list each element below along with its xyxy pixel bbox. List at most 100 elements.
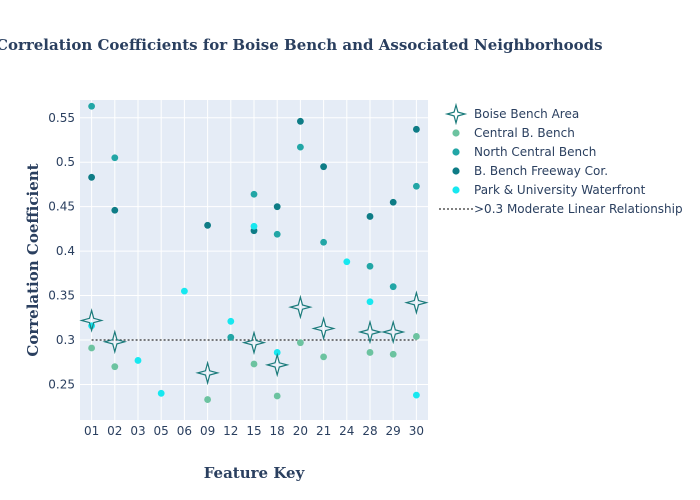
data-point	[273, 203, 281, 211]
x-tick-label: 02	[107, 424, 122, 438]
data-point	[343, 258, 351, 266]
data-point	[134, 357, 142, 364]
x-tick-label: 05	[154, 424, 169, 438]
legend-item[interactable]: B. Bench Freeway Cor.	[452, 164, 608, 178]
star-point	[79, 308, 104, 333]
legend-item[interactable]: Central B. Bench	[452, 126, 575, 140]
data-point	[320, 163, 327, 171]
legend-item[interactable]: Boise Bench Area	[444, 102, 579, 126]
data-point	[297, 117, 304, 125]
legend-label: Park & University Waterfront	[474, 183, 646, 197]
data-point	[366, 349, 374, 356]
x-tick-label: 01	[84, 424, 99, 438]
x-tick-label: 24	[339, 424, 354, 438]
data-point	[297, 143, 304, 151]
data-point	[389, 350, 397, 358]
legend-label: Boise Bench Area	[474, 107, 579, 121]
x-axis-ticks: 01 02 03 05 06 09 12 15 18 20 21 24 28 29 30	[84, 424, 424, 438]
series-1	[88, 333, 420, 403]
data-point	[250, 222, 258, 230]
data-point	[181, 287, 188, 295]
legend-label: B. Bench Freeway Cor.	[474, 164, 608, 178]
y-tick-label: 0.3	[56, 333, 75, 347]
star-point	[102, 329, 128, 355]
data-point	[111, 363, 119, 371]
legend-dot-symbol	[452, 129, 460, 137]
x-tick-label: 09	[200, 424, 215, 438]
legend-dot-symbol	[452, 167, 460, 175]
data-point	[297, 339, 304, 347]
data-point	[273, 392, 281, 400]
y-tick-label: 0.25	[48, 377, 75, 391]
data-point	[250, 360, 258, 368]
legend-label: Central B. Bench	[474, 126, 575, 140]
legend-star-symbol	[444, 102, 468, 126]
series-4	[88, 222, 420, 399]
data-point	[157, 389, 165, 397]
star-point	[195, 360, 220, 386]
legend-item[interactable]: North Central Bench	[452, 145, 596, 159]
data-point	[204, 396, 212, 403]
data-point	[413, 391, 420, 399]
star-point	[311, 316, 336, 341]
data-point	[250, 190, 258, 198]
y-tick-label: 0.5	[56, 155, 75, 169]
data-point	[389, 198, 397, 206]
x-tick-label: 03	[130, 424, 145, 438]
data-point	[227, 317, 235, 325]
star-point	[241, 330, 267, 355]
star-point	[380, 319, 406, 345]
y-tick-label: 0.4	[56, 244, 75, 258]
x-tick-label: 29	[386, 424, 401, 438]
data-point	[366, 298, 374, 306]
x-tick-label: 12	[223, 424, 238, 438]
data-point	[227, 333, 235, 341]
data-point	[366, 213, 374, 220]
star-point	[357, 319, 383, 345]
legend-label: North Central Bench	[474, 145, 596, 159]
data-point	[88, 344, 95, 352]
y-tick-label: 0.45	[48, 200, 75, 214]
data-point	[273, 230, 281, 238]
legend: Boise Bench Area Central B. Bench North Ce…	[439, 102, 683, 216]
star-point	[264, 352, 290, 378]
y-tick-label: 0.35	[48, 289, 75, 303]
data-point	[88, 173, 95, 181]
data-point	[320, 353, 327, 361]
series-0	[79, 290, 429, 386]
x-tick-label: 15	[246, 424, 261, 438]
series-3	[88, 117, 420, 235]
x-axis-title: Feature Key	[204, 464, 306, 482]
star-point	[288, 294, 313, 320]
data-point	[111, 206, 119, 214]
legend-label: >0.3 Moderate Linear Relationship	[474, 202, 683, 216]
data-point	[273, 349, 281, 356]
x-tick-label: 20	[293, 424, 308, 438]
x-tick-label: 18	[270, 424, 285, 438]
y-axis-ticks: 0.25 0.3 0.35 0.4 0.45 0.5 0.55	[48, 111, 75, 392]
data-point	[366, 262, 374, 270]
legend-dot-symbol	[452, 148, 460, 156]
y-tick-label: 0.55	[48, 111, 75, 125]
legend-item[interactable]: >0.3 Moderate Linear Relationship	[439, 202, 683, 216]
x-tick-label: 21	[316, 424, 331, 438]
data-point	[320, 238, 327, 246]
data-point	[111, 154, 119, 162]
data-point	[413, 125, 420, 133]
star-point	[404, 290, 429, 315]
data-marks	[79, 102, 429, 403]
data-point	[389, 283, 397, 291]
series-2	[88, 102, 420, 341]
chart-title: Correlation Coefficients for Boise Bench…	[0, 36, 603, 54]
legend-dot-symbol	[452, 186, 460, 194]
x-tick-label: 28	[362, 424, 377, 438]
data-point	[88, 102, 95, 110]
legend-item[interactable]: Park & University Waterfront	[452, 183, 646, 197]
y-axis-title: Correlation Coefficient	[24, 163, 42, 356]
data-point	[204, 221, 212, 229]
x-tick-label: 30	[409, 424, 424, 438]
data-point	[413, 333, 420, 340]
x-tick-label: 06	[177, 424, 192, 438]
data-point	[413, 182, 420, 190]
